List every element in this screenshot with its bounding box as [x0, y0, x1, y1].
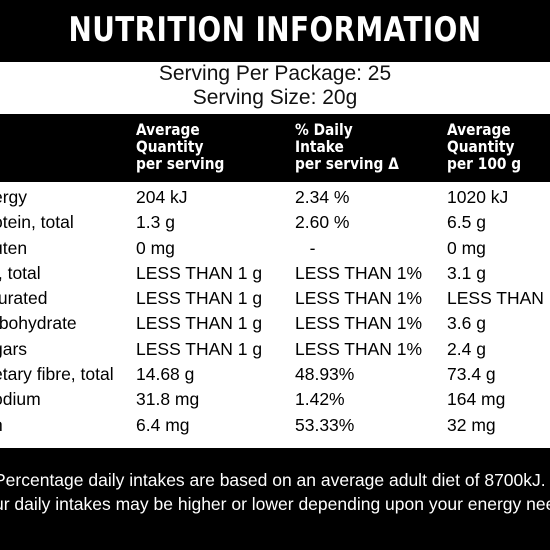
daily-intake-value: LESS THAN 1%: [295, 286, 422, 311]
nutrient-name: otein, total: [0, 210, 74, 235]
header-line: Quantity: [447, 138, 521, 155]
footnote-panel: Percentage daily intakes are based on an…: [0, 448, 550, 550]
per-serving-value: LESS THAN 1 g: [136, 337, 262, 362]
per-100g-value: 3.6 g: [447, 311, 486, 336]
nutrient-name: ergy: [0, 185, 27, 210]
daily-intake-value: 1.42%: [295, 387, 345, 412]
servings-per-package: Serving Per Package: 25: [0, 62, 550, 86]
table-row: t, total LESS THAN 1 g LESS THAN 1% 3.1 …: [0, 261, 550, 286]
per-serving-value: LESS THAN 1 g: [136, 261, 262, 286]
daily-intake-value: LESS THAN 1%: [295, 311, 422, 336]
per-serving-value: 6.4 mg: [136, 413, 190, 438]
header-line: per serving Δ: [295, 155, 399, 172]
table-header: Average Quantity per serving % Daily Int…: [0, 114, 550, 182]
per-serving-value: LESS THAN 1 g: [136, 286, 262, 311]
table-row: rbohydrate LESS THAN 1 g LESS THAN 1% 3.…: [0, 311, 550, 336]
daily-intake-value: 48.93%: [295, 362, 354, 387]
nutrient-name: odium: [0, 387, 41, 412]
header-line: Average: [447, 121, 521, 138]
per-100g-value: 164 mg: [447, 387, 505, 412]
per-100g-value: 6.5 g: [447, 210, 486, 235]
per-100g-value: LESS THAN: [447, 286, 544, 311]
nutrient-name: etary fibre, total: [0, 362, 114, 387]
table-row: otein, total 1.3 g 2.60 % 6.5 g: [0, 210, 550, 235]
nutrient-name: n: [0, 413, 3, 438]
table-row: uten 0 mg - 0 mg: [0, 236, 550, 261]
table-row: n 6.4 mg 53.33% 32 mg: [0, 413, 550, 438]
header-line: % Daily: [295, 121, 399, 138]
table-row: turated LESS THAN 1 g LESS THAN 1% LESS …: [0, 286, 550, 311]
table-row: etary fibre, total 14.68 g 48.93% 73.4 g: [0, 362, 550, 387]
header-line: Average: [136, 121, 224, 138]
footnote-line: Percentage daily intakes are based on an…: [0, 468, 546, 492]
header-line: Intake: [295, 138, 399, 155]
header-line: Quantity: [136, 138, 224, 155]
nutrient-name: uten: [0, 236, 27, 261]
nutrient-name: t, total: [0, 261, 41, 286]
per-100g-value: 0 mg: [447, 236, 486, 261]
nutrient-name: turated: [0, 286, 47, 311]
per-100g-value: 73.4 g: [447, 362, 496, 387]
page-title: NUTRITION INFORMATION: [50, 2, 501, 58]
daily-intake-value: -: [295, 236, 315, 261]
per-serving-value: 14.68 g: [136, 362, 194, 387]
per-serving-value: 204 kJ: [136, 185, 188, 210]
daily-intake-value: 2.34 %: [295, 185, 349, 210]
daily-intake-value: 53.33%: [295, 413, 354, 438]
table-row: odium 31.8 mg 1.42% 164 mg: [0, 387, 550, 412]
daily-intake-value: LESS THAN 1%: [295, 261, 422, 286]
header-line: per serving: [136, 155, 224, 172]
nutrition-table-body: ergy 204 kJ 2.34 % 1020 kJ otein, total …: [0, 185, 550, 438]
daily-intake-value: LESS THAN 1%: [295, 337, 422, 362]
nutrient-name: rbohydrate: [0, 311, 77, 336]
per-100g-value: 2.4 g: [447, 337, 486, 362]
table-row: ergy 204 kJ 2.34 % 1020 kJ: [0, 185, 550, 210]
per-serving-value: 31.8 mg: [136, 387, 199, 412]
title-bar: NUTRITION INFORMATION: [0, 0, 550, 62]
per-serving-value: LESS THAN 1 g: [136, 311, 262, 336]
header-avg-per-100g: Average Quantity per 100 g: [447, 121, 521, 172]
header-daily-intake: % Daily Intake per serving Δ: [295, 121, 399, 172]
per-100g-value: 1020 kJ: [447, 185, 508, 210]
daily-intake-value: 2.60 %: [295, 210, 349, 235]
serving-size: Serving Size: 20g: [0, 86, 550, 110]
per-serving-value: 1.3 g: [136, 210, 175, 235]
per-100g-value: 3.1 g: [447, 261, 486, 286]
per-serving-value: 0 mg: [136, 236, 175, 261]
header-line: per 100 g: [447, 155, 521, 172]
header-avg-per-serving: Average Quantity per serving: [136, 121, 224, 172]
per-100g-value: 32 mg: [447, 413, 496, 438]
footnote-line: ur daily intakes may be higher or lower …: [0, 492, 550, 516]
